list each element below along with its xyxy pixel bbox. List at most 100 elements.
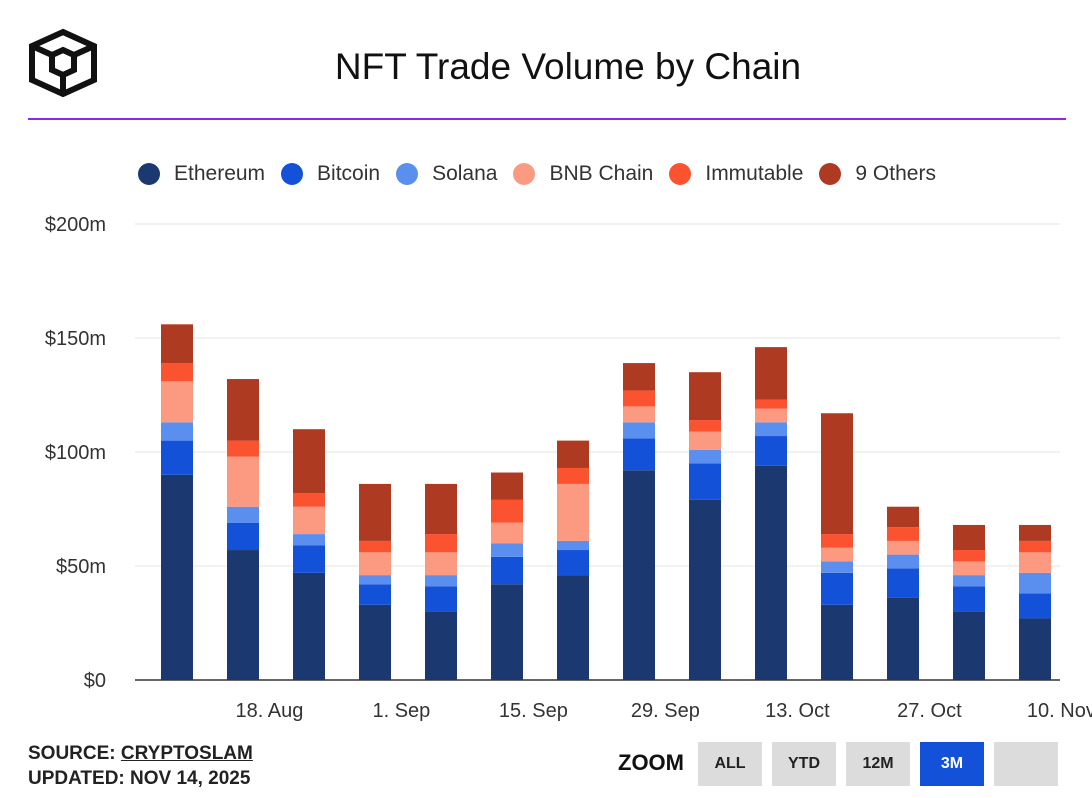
bar-segment-9-others[interactable] [491,472,523,500]
legend-item-immutable[interactable]: Immutable [669,162,803,186]
bar-segment-bnb-chain[interactable] [557,483,589,541]
bar-segment-9-others[interactable] [557,440,589,468]
bar-segment-bnb-chain[interactable] [293,506,325,535]
bar-segment-ethereum[interactable] [293,572,325,680]
bar-segment-ethereum[interactable] [623,470,655,680]
bar-segment-bnb-chain[interactable] [953,561,985,576]
bar-segment-immutable[interactable] [557,467,589,484]
bar-segment-immutable[interactable] [359,540,391,553]
legend-item-ethereum[interactable]: Ethereum [138,162,265,186]
bar-segment-immutable[interactable] [425,534,457,553]
bar-segment-immutable[interactable] [821,534,853,548]
bar-segment-ethereum[interactable] [425,611,457,680]
bar-segment-bnb-chain[interactable] [161,381,193,423]
bar-segment-bitcoin[interactable] [887,568,919,598]
bar-segment-solana[interactable] [623,422,655,439]
bar-segment-bitcoin[interactable] [755,436,787,466]
bar-segment-bitcoin[interactable] [689,463,721,500]
bar-segment-9-others[interactable] [689,372,721,421]
zoom-3m-button[interactable]: 3M [920,742,984,786]
legend-label-bnb-chain: BNB Chain [549,162,654,185]
bar-segment-9-others[interactable] [821,413,853,535]
legend-item-bitcoin[interactable]: Bitcoin [281,162,380,186]
bar-segment-bitcoin[interactable] [359,584,391,605]
bar-segment-immutable[interactable] [491,499,523,523]
bar-segment-ethereum[interactable] [689,499,721,680]
bar-segment-immutable[interactable] [1019,540,1051,553]
legend-item-solana[interactable]: Solana [396,162,497,186]
bar-segment-bitcoin[interactable] [557,550,589,576]
bar-segment-9-others[interactable] [1019,524,1051,541]
legend-item-9-others[interactable]: 9 Others [819,162,936,186]
bar-segment-immutable[interactable] [227,440,259,457]
bar-segment-immutable[interactable] [689,420,721,432]
bar-segment-bitcoin[interactable] [1019,593,1051,619]
bar-segment-bnb-chain[interactable] [887,540,919,555]
bar-segment-immutable[interactable] [293,493,325,507]
bar-segment-solana[interactable] [953,575,985,587]
source-link[interactable]: CRYPTOSLAM [120,743,253,764]
bar-segment-immutable[interactable] [755,399,787,409]
bar-segment-bnb-chain[interactable] [1019,552,1051,573]
bar-segment-ethereum[interactable] [227,550,259,680]
bar-segment-9-others[interactable] [293,429,325,494]
bar-segment-ethereum[interactable] [887,597,919,680]
bar-segment-9-others[interactable] [953,524,985,551]
bar-segment-9-others[interactable] [359,483,391,541]
bar-segment-ethereum[interactable] [953,611,985,680]
bar-segment-bitcoin[interactable] [227,522,259,551]
bar-segment-bitcoin[interactable] [425,586,457,612]
bar-segment-solana[interactable] [293,534,325,546]
bar-segment-ethereum[interactable] [1019,618,1051,680]
bar-segment-bnb-chain[interactable] [821,547,853,562]
bar-segment-9-others[interactable] [227,379,259,441]
bar-segment-bitcoin[interactable] [821,572,853,605]
bar-segment-bnb-chain[interactable] [689,431,721,450]
bar-segment-9-others[interactable] [755,347,787,400]
bar-segment-bnb-chain[interactable] [491,522,523,544]
bar-segment-bnb-chain[interactable] [623,406,655,423]
bar-segment-bitcoin[interactable] [953,586,985,612]
bar-segment-ethereum[interactable] [161,474,193,680]
bar-segment-9-others[interactable] [425,483,457,535]
zoom-blank-button[interactable] [994,742,1058,786]
bar-segment-ethereum[interactable] [491,584,523,680]
bar-segment-bitcoin[interactable] [623,438,655,471]
bar-segment-solana[interactable] [359,575,391,585]
legend-swatch-bnb-chain [513,163,536,185]
legend-swatch-immutable [669,163,692,185]
bar-segment-immutable[interactable] [887,527,919,541]
legend-item-bnb-chain[interactable]: BNB Chain [513,162,653,186]
zoom-ytd-button[interactable]: YTD [772,742,836,786]
zoom-all-button[interactable]: ALL [698,742,762,786]
bar-segment-solana[interactable] [821,561,853,573]
bar-segment-bnb-chain[interactable] [425,552,457,576]
bar-segment-immutable[interactable] [953,550,985,562]
bar-segment-solana[interactable] [887,554,919,569]
bar-segment-immutable[interactable] [161,363,193,382]
bar-segment-bitcoin[interactable] [491,556,523,585]
bar-segment-9-others[interactable] [623,363,655,391]
bar-segment-solana[interactable] [425,575,457,587]
bar-segment-solana[interactable] [557,540,589,551]
bar-segment-immutable[interactable] [623,390,655,407]
bar-segment-ethereum[interactable] [359,604,391,680]
bar-segment-solana[interactable] [755,422,787,437]
bar-segment-ethereum[interactable] [557,575,589,680]
bar-segment-bitcoin[interactable] [293,545,325,573]
bar-segment-solana[interactable] [161,422,193,441]
zoom-12m-button[interactable]: 12M [846,742,910,786]
bar-segment-ethereum[interactable] [755,465,787,680]
bar-segment-9-others[interactable] [887,506,919,528]
bar-segment-bnb-chain[interactable] [755,408,787,423]
x-tick-label: 1. Sep [372,700,430,722]
bar-segment-ethereum[interactable] [821,604,853,680]
bar-segment-solana[interactable] [227,506,259,523]
bar-segment-bnb-chain[interactable] [227,456,259,507]
bar-segment-9-others[interactable] [161,324,193,364]
bar-segment-solana[interactable] [491,543,523,557]
bar-segment-solana[interactable] [1019,572,1051,594]
bar-segment-solana[interactable] [689,449,721,464]
bar-segment-bitcoin[interactable] [161,440,193,475]
bar-segment-bnb-chain[interactable] [359,552,391,576]
